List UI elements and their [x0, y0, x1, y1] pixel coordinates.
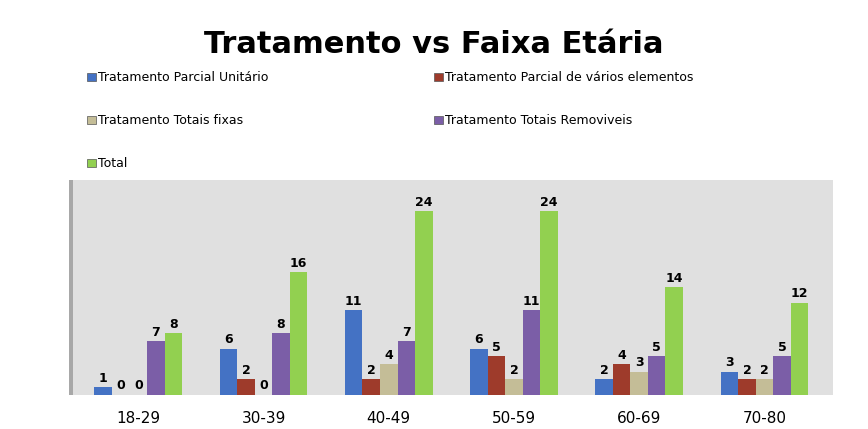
Bar — [345, 311, 363, 395]
Bar — [648, 356, 666, 395]
Bar — [720, 372, 738, 395]
Text: 24: 24 — [415, 196, 432, 208]
Text: 11: 11 — [523, 295, 540, 308]
Bar — [363, 379, 380, 395]
FancyBboxPatch shape — [66, 395, 842, 404]
Text: 1: 1 — [99, 372, 108, 385]
Bar — [165, 333, 182, 395]
Text: 0: 0 — [116, 379, 125, 393]
Bar — [756, 379, 773, 395]
Text: 2: 2 — [760, 364, 769, 377]
Text: 2: 2 — [241, 364, 250, 377]
Bar — [791, 303, 808, 395]
Text: 14: 14 — [666, 272, 683, 285]
Text: 4: 4 — [617, 349, 626, 362]
Text: 2: 2 — [510, 364, 518, 377]
Bar — [738, 379, 756, 395]
Bar — [290, 272, 307, 395]
Text: 0: 0 — [134, 379, 142, 393]
Bar — [380, 364, 398, 395]
Bar — [220, 349, 237, 395]
Bar — [147, 341, 165, 395]
Bar — [540, 211, 558, 395]
Text: 4: 4 — [385, 349, 393, 362]
Text: 11: 11 — [345, 295, 363, 308]
Bar — [95, 387, 112, 395]
Bar — [398, 341, 415, 395]
Text: 7: 7 — [152, 326, 161, 339]
Bar — [470, 349, 488, 395]
Bar — [237, 379, 255, 395]
Text: 5: 5 — [778, 341, 786, 354]
Text: 3: 3 — [725, 356, 733, 369]
Bar — [630, 372, 648, 395]
Text: Total: Total — [98, 157, 127, 169]
Text: 5: 5 — [653, 341, 661, 354]
Text: 24: 24 — [540, 196, 558, 208]
Bar — [773, 356, 791, 395]
Text: 8: 8 — [277, 318, 286, 331]
Text: 6: 6 — [224, 333, 233, 347]
Bar — [505, 379, 523, 395]
Bar — [488, 356, 505, 395]
Text: 2: 2 — [367, 364, 376, 377]
Bar — [523, 311, 540, 395]
Text: Tratamento Totais fixas: Tratamento Totais fixas — [98, 114, 243, 127]
Text: 0: 0 — [260, 379, 268, 393]
FancyBboxPatch shape — [66, 180, 73, 395]
Text: 2: 2 — [600, 364, 608, 377]
Bar — [273, 333, 290, 395]
Text: Tratamento vs Faixa Etária: Tratamento vs Faixa Etária — [204, 30, 664, 59]
Text: 2: 2 — [742, 364, 751, 377]
Bar — [666, 287, 683, 395]
Bar — [415, 211, 432, 395]
Bar — [595, 379, 613, 395]
Text: Tratamento Parcial de vários elementos: Tratamento Parcial de vários elementos — [445, 71, 694, 84]
Text: 5: 5 — [492, 341, 501, 354]
Text: 7: 7 — [402, 326, 411, 339]
Text: 8: 8 — [169, 318, 178, 331]
Text: 12: 12 — [791, 287, 808, 300]
Text: Tratamento Parcial Unitário: Tratamento Parcial Unitário — [98, 71, 268, 84]
Bar — [613, 364, 630, 395]
Text: Tratamento Totais Removiveis: Tratamento Totais Removiveis — [445, 114, 632, 127]
Text: 6: 6 — [475, 333, 483, 347]
Text: 3: 3 — [635, 356, 643, 369]
Text: 16: 16 — [290, 257, 307, 270]
